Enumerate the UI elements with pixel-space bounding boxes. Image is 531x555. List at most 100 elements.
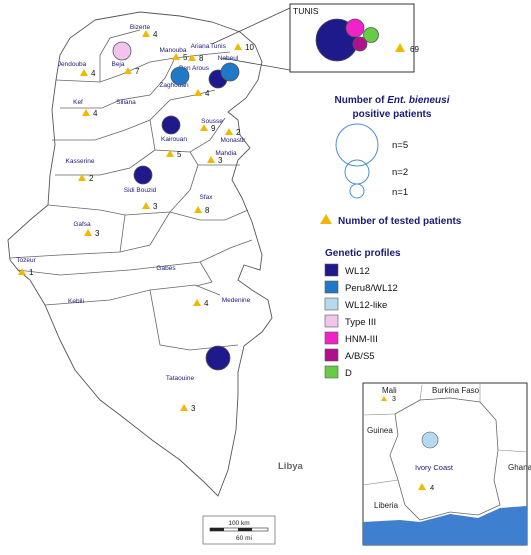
guinea-label: Guinea bbox=[367, 426, 393, 435]
ghana-label: Ghana bbox=[508, 463, 531, 472]
positive-circle-kairouan bbox=[161, 115, 181, 135]
size-legend-n5 bbox=[335, 123, 379, 167]
profile-swatch-hnm-iii bbox=[324, 331, 339, 345]
tested-triangle-kairouan bbox=[166, 150, 174, 157]
profile-legend-title: Genetic profiles bbox=[325, 248, 401, 259]
tested-count-beja: 7 bbox=[135, 67, 140, 76]
gov-label-ben-arous: Ben Arous bbox=[179, 65, 210, 72]
tested-triangle-nabeul bbox=[234, 43, 242, 50]
gov-label-tataouine: Tataouine bbox=[166, 375, 195, 382]
size-legend-title: Number of Ent. bieneusi bbox=[334, 95, 449, 106]
size-legend-n1 bbox=[349, 183, 365, 199]
libya-label: Libya bbox=[278, 461, 304, 472]
tested-count-kairouan: 5 bbox=[177, 150, 182, 159]
tunis-circle-d bbox=[363, 27, 379, 43]
positive-circle-beja bbox=[112, 41, 132, 61]
tested-triangle-bizerte bbox=[142, 30, 150, 37]
ivory-coast-tested-count: 4 bbox=[430, 483, 434, 492]
tested-triangle-kef bbox=[82, 109, 90, 116]
positive-circle-nabeul bbox=[220, 62, 240, 82]
profile-swatch-a-b-s5 bbox=[324, 348, 339, 362]
profile-label-d: D bbox=[345, 368, 352, 379]
liberia-label: Liberia bbox=[374, 501, 399, 510]
profile-legend: Genetic profiles WL12 Peru8/WL12 WL12-like… bbox=[324, 248, 401, 379]
tested-triangle-sousse bbox=[200, 124, 208, 131]
tested-triangle-zaghouan bbox=[194, 89, 202, 96]
gov-label-kairouan: Kairouan bbox=[161, 136, 187, 143]
tested-count-sidi-bouzid: 3 bbox=[153, 202, 158, 211]
tested-count-bizerte: 4 bbox=[153, 30, 158, 39]
gov-label-tunis: Tunis bbox=[210, 43, 226, 50]
profile-label-a-b-s5: A/B/S5 bbox=[345, 351, 375, 362]
gov-label-sousse: Sousse bbox=[201, 118, 223, 125]
profile-label-type-iii: Type III bbox=[345, 317, 376, 328]
size-legend: Number of Ent. bieneusi positive patient… bbox=[320, 95, 462, 227]
tunis-circle-hnm-iii bbox=[345, 18, 365, 38]
mali-tested-count: 3 bbox=[392, 396, 396, 403]
tested-triangle-tozeur bbox=[18, 268, 26, 275]
tunis-inset-title: TUNIS bbox=[293, 6, 319, 16]
profile-swatch-type-iii bbox=[324, 314, 339, 328]
ivory-coast-label: Ivory Coast bbox=[415, 463, 454, 472]
profile-swatch-wl12 bbox=[324, 263, 339, 277]
ivory-coast-circle-wl12-like bbox=[421, 431, 439, 449]
tested-triangle-tataouine bbox=[180, 404, 188, 411]
gov-label-kebili: Kebili bbox=[68, 298, 84, 305]
gov-label-siliana: Siliana bbox=[116, 99, 136, 106]
ivory-coast-outline bbox=[389, 397, 501, 521]
profile-swatch-d bbox=[324, 365, 339, 379]
tested-triangle-mahdia bbox=[207, 156, 215, 163]
profile-swatch-wl12-like bbox=[324, 297, 339, 311]
tested-triangle-gafsa bbox=[84, 229, 92, 236]
tested-triangle-kasserine bbox=[78, 174, 86, 181]
size-legend-n5-label: n=5 bbox=[392, 140, 408, 151]
gov-label-ariana: Ariana bbox=[191, 43, 210, 50]
tested-triangle-monastir bbox=[225, 128, 233, 135]
tested-count-mahdia: 3 bbox=[218, 156, 223, 165]
gov-label-bizerte: Bizerte bbox=[130, 24, 151, 31]
tunis-circle-ab-s5 bbox=[352, 36, 368, 52]
tested-triangle-ben-arous bbox=[188, 54, 196, 61]
tested-count-monastir: 2 bbox=[236, 128, 241, 137]
gov-label-zaghouan: Zaghouan bbox=[159, 82, 189, 89]
tested-count-manouba: 5 bbox=[183, 53, 188, 62]
gov-label-nabeul: Nabeul bbox=[218, 55, 239, 62]
tested-count-nabeul: 10 bbox=[245, 43, 254, 52]
profile-swatch-peru8-wl12 bbox=[324, 280, 339, 294]
size-legend-subtitle: positive patients bbox=[353, 109, 432, 120]
tested-legend-label: Number of tested patients bbox=[338, 216, 462, 227]
tunis-tested-triangle bbox=[395, 43, 405, 52]
ocean bbox=[363, 506, 527, 545]
scale-mi-label: 60 mi bbox=[236, 535, 252, 542]
gov-label-mahdia: Mahdia bbox=[215, 150, 237, 157]
tested-triangle-jendouba bbox=[80, 69, 88, 76]
profile-label-wl12-like: WL12-like bbox=[345, 300, 387, 311]
tested-triangle-sfax bbox=[194, 206, 202, 213]
size-legend-n1-label: n=1 bbox=[392, 187, 408, 198]
profile-label-peru8-wl12: Peru8/WL12 bbox=[345, 283, 398, 294]
gov-label-jendouba: Jendouba bbox=[58, 61, 87, 68]
mali-tested-triangle bbox=[381, 396, 387, 401]
gov-label-sidi-bouzid: Sidi Bouzid bbox=[124, 187, 157, 194]
mali-label: Mali bbox=[382, 386, 397, 395]
tested-triangle-manouba bbox=[172, 53, 180, 60]
tested-count-tataouine: 3 bbox=[191, 404, 196, 413]
tested-count-sfax: 8 bbox=[205, 206, 210, 215]
gov-label-monastir: Monastir bbox=[221, 137, 247, 144]
gov-label-manouba: Manouba bbox=[159, 47, 186, 54]
gov-label-kasserine: Kasserine bbox=[66, 158, 95, 165]
tested-triangle-sidi-bouzid bbox=[142, 202, 150, 209]
tested-legend-triangle bbox=[320, 214, 332, 224]
gov-label-tozeur: Tozeur bbox=[16, 257, 36, 264]
tested-count-medenine: 4 bbox=[204, 299, 209, 308]
scale-km-label: 100 km bbox=[228, 520, 249, 527]
tested-count-gafsa: 3 bbox=[95, 229, 100, 238]
gov-label-beja: Beja bbox=[111, 61, 124, 68]
burkina-label: Burkina Faso bbox=[432, 386, 480, 395]
tunis-tested-count: 69 bbox=[410, 45, 419, 54]
tested-triangle-medenine bbox=[193, 299, 201, 306]
gov-label-kef: Kef bbox=[73, 99, 83, 106]
